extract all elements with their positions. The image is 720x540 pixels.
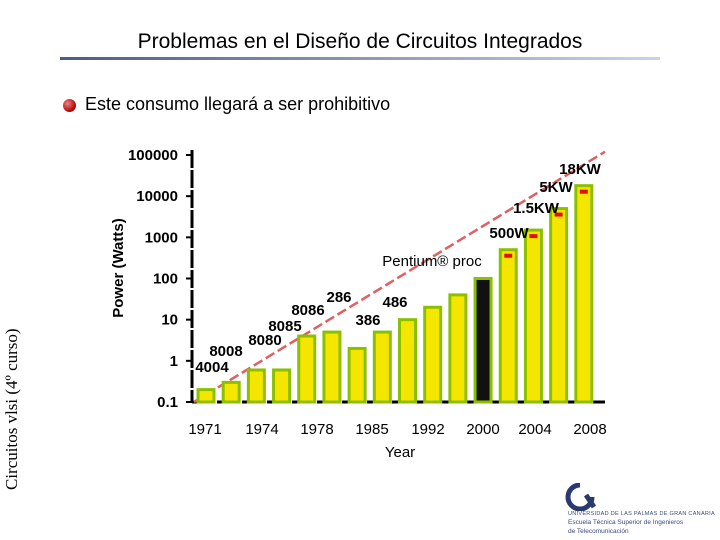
title-underline [60,57,660,60]
x-tick-label: 1971 [188,421,221,438]
annotation-label: 500W [489,225,529,242]
x-tick-label: 1974 [245,421,278,438]
bar [297,334,317,404]
bar [574,184,594,404]
logo-line-2: Escuela Técnica Superior de Ingenieros [568,519,684,526]
x-axis-label: Year [385,444,415,461]
university-logo: UNIVERSIDAD DE LAS PALMAS DE GRAN CANARI… [560,482,715,538]
x-tick-label: 2008 [573,421,606,438]
bar [523,228,543,404]
bar-top-marker [554,212,563,217]
annotation-label: 8086 [291,302,324,319]
annotation-label: 8080 [248,332,281,349]
bar [448,293,468,404]
bar [398,318,417,404]
bar [473,277,493,404]
x-tick-label: 1978 [300,421,333,438]
annotation-label: 386 [355,312,380,329]
y-tick-label: 100000 [128,147,178,164]
y-tick-label: 10000 [136,188,178,205]
y-tick-label: 0.1 [157,394,178,411]
annotation-label: 5KW [539,179,573,196]
bar [196,388,216,404]
bar [498,248,518,404]
bar [347,346,367,404]
annotation-label: Pentium® proc [382,253,482,270]
y-axis-label: Power (Watts) [110,218,127,317]
x-tick-label: 2004 [518,421,551,438]
logo-line-3: de Telecomunicación [568,528,629,535]
bar [322,330,342,404]
bar [549,207,569,404]
bar [221,380,241,404]
logo-line-1: UNIVERSIDAD DE LAS PALMAS DE GRAN CANARI… [568,511,715,517]
trend-line [193,150,606,404]
annotation-label: 1.5KW [513,200,560,217]
annotation-label: 4004 [195,359,229,376]
slide-title: Problemas en el Diseño de Circuitos Inte… [137,30,583,53]
bar [246,368,266,404]
bar [272,368,292,404]
bullet-icon [63,99,76,112]
bullet-text: Este consumo llegará a ser prohibitivo [85,94,391,114]
university-emblem-icon [565,482,597,512]
y-tick-label: 10 [161,312,178,329]
bar-top-marker [529,234,538,239]
y-tick-label: 100 [153,271,178,288]
annotation-label: 286 [326,289,351,306]
annotation-label: 8008 [209,343,242,360]
annotation-label: 486 [382,294,407,311]
x-tick-label: 2000 [466,421,499,438]
bar-top-marker [579,189,588,194]
bar [372,330,392,404]
x-tick-label: 1985 [355,421,388,438]
x-tick-label: 1992 [411,421,444,438]
bar-top-marker [504,253,513,258]
annotation-label: 8085 [268,318,301,335]
y-tick-label: 1000 [145,229,178,246]
bar [423,305,443,404]
annotation-label: 18KW [559,161,602,178]
y-tick-label: 1 [170,353,178,370]
